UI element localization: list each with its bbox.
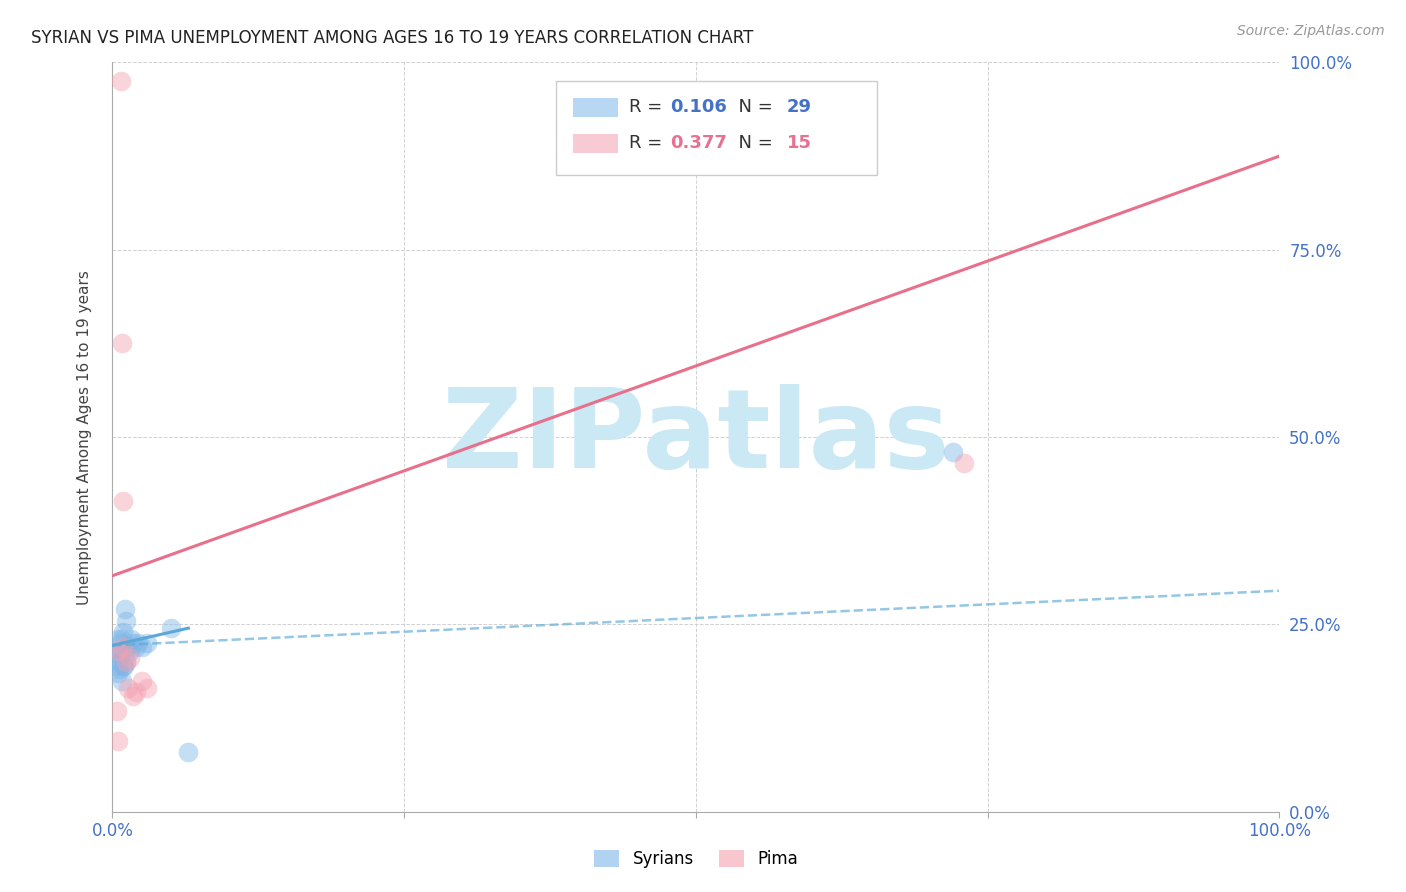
Text: 0.377: 0.377 [671, 135, 727, 153]
Point [112, 643, 135, 657]
Point [112, 658, 135, 673]
Point [117, 640, 139, 654]
Point [111, 632, 134, 647]
Point [160, 621, 183, 635]
Text: 15: 15 [787, 135, 813, 153]
Point [111, 658, 134, 673]
Text: Source: ZipAtlas.com: Source: ZipAtlas.com [1237, 24, 1385, 38]
Point [942, 445, 965, 459]
Bar [574, 97, 617, 117]
Point [115, 614, 138, 628]
Point [131, 640, 153, 654]
Legend: Syrians, Pima: Syrians, Pima [588, 843, 804, 874]
Point [107, 643, 129, 657]
Point [107, 666, 129, 681]
FancyBboxPatch shape [555, 81, 877, 175]
Point [115, 655, 138, 669]
Point [131, 673, 153, 688]
Point [107, 733, 129, 747]
Point [111, 493, 134, 508]
Point [107, 632, 129, 647]
Point [114, 602, 136, 616]
Bar [574, 134, 617, 153]
Point [136, 636, 159, 650]
Point [117, 681, 139, 695]
Text: 0.106: 0.106 [671, 98, 727, 116]
Point [110, 636, 132, 650]
Text: SYRIAN VS PIMA UNEMPLOYMENT AMONG AGES 16 TO 19 YEARS CORRELATION CHART: SYRIAN VS PIMA UNEMPLOYMENT AMONG AGES 1… [31, 29, 754, 47]
Point [111, 640, 134, 654]
Point [125, 685, 148, 699]
Point [108, 662, 131, 676]
Point [125, 640, 148, 654]
Text: R =: R = [630, 135, 668, 153]
Point [105, 643, 128, 657]
Point [110, 643, 132, 657]
Point [115, 655, 138, 669]
Point [122, 689, 145, 703]
Point [111, 336, 134, 351]
Y-axis label: Unemployment Among Ages 16 to 19 years: Unemployment Among Ages 16 to 19 years [77, 269, 91, 605]
Point [127, 636, 149, 650]
Point [118, 643, 141, 657]
Text: N =: N = [727, 135, 779, 153]
Point [120, 632, 142, 647]
Point [136, 681, 159, 695]
Point [122, 636, 145, 650]
Point [111, 624, 134, 639]
Point [105, 658, 128, 673]
Point [107, 655, 129, 669]
Point [111, 673, 134, 688]
Point [110, 74, 132, 88]
Point [118, 651, 141, 665]
Text: 29: 29 [787, 98, 813, 116]
Point [953, 456, 976, 470]
Text: N =: N = [727, 98, 779, 116]
Point [107, 648, 129, 662]
Point [105, 704, 128, 718]
Text: ZIPatlas: ZIPatlas [441, 384, 950, 491]
Text: R =: R = [630, 98, 668, 116]
Point [177, 745, 200, 759]
